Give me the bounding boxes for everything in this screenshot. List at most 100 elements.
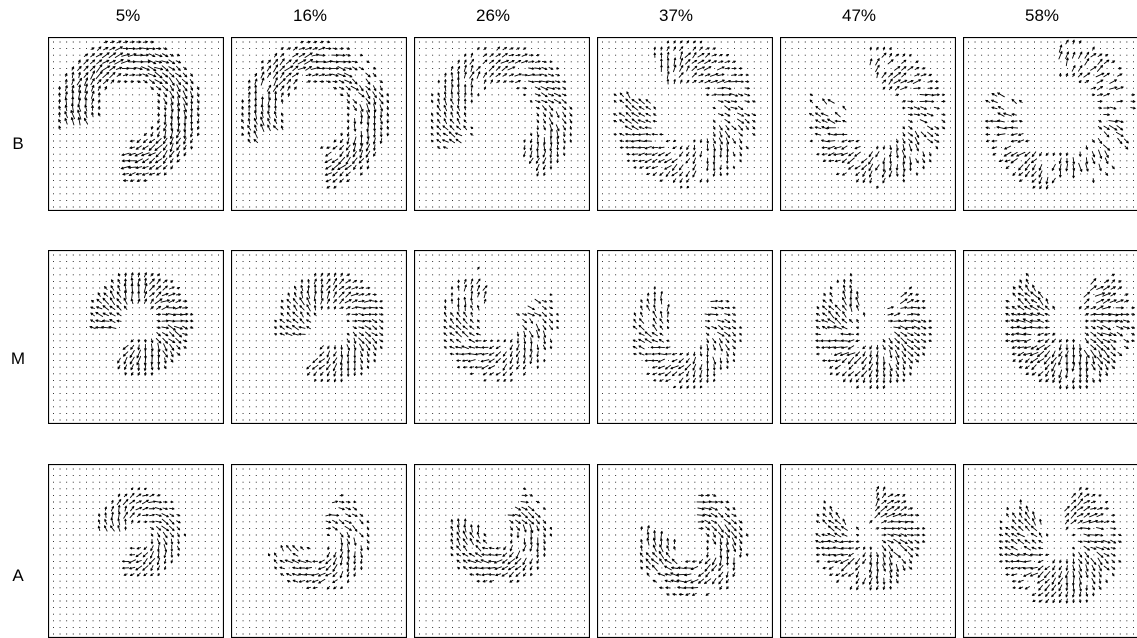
column-label-4: 37% <box>616 6 736 26</box>
vector-arrow <box>674 41 676 43</box>
vector-arrow <box>334 140 336 142</box>
vector-arrow <box>823 160 826 162</box>
vector-arrow <box>903 379 905 381</box>
panel-m-6 <box>963 250 1137 424</box>
vector-arrow <box>740 160 742 162</box>
panel-a-3 <box>414 464 590 638</box>
panel-b-6 <box>963 37 1137 211</box>
vector-arrow <box>478 320 480 322</box>
vector-arrow <box>341 587 343 589</box>
vector-arrow <box>733 508 735 510</box>
vector-arrow <box>144 488 146 490</box>
vector-arrow <box>544 359 546 361</box>
panel-a-4 <box>597 464 773 638</box>
vector-arrow <box>537 366 539 368</box>
vector-arrow <box>1079 81 1081 83</box>
vector-arrow <box>830 373 832 375</box>
vector-arrow <box>929 160 931 162</box>
panel-frame <box>598 251 773 424</box>
panel-frame <box>598 38 773 211</box>
vector-arrow <box>550 61 552 63</box>
column-label-5: 47% <box>799 6 919 26</box>
vector-arrow <box>1119 534 1122 536</box>
panel-frame <box>232 38 407 211</box>
panel-a-5 <box>780 464 956 638</box>
panel-frame <box>781 251 956 424</box>
panel-b-4 <box>597 37 773 211</box>
vector-arrow <box>1033 186 1035 188</box>
panel-frame <box>598 465 773 638</box>
vector-arrow <box>471 127 473 129</box>
panel-frame <box>964 38 1137 211</box>
vector-arrow <box>444 347 446 349</box>
vector-arrow <box>903 107 905 109</box>
vector-arrow <box>641 567 643 569</box>
vector-arrow <box>557 320 559 322</box>
column-label-2: 16% <box>250 6 370 26</box>
panel-frame <box>49 465 224 638</box>
panel-frame <box>781 38 956 211</box>
vector-arrow <box>131 372 133 375</box>
vector-arrow <box>530 495 533 497</box>
panel-b-3 <box>414 37 590 211</box>
panel-frame <box>49 251 224 424</box>
vector-arrow <box>993 153 996 155</box>
vector-arrow <box>158 274 160 276</box>
vector-arrow <box>557 314 559 316</box>
vector-arrow <box>543 508 545 510</box>
vector-arrow <box>1079 41 1081 43</box>
panel-b-2 <box>231 37 407 211</box>
vector-arrow <box>910 54 912 56</box>
vector-arrow <box>458 567 460 569</box>
column-label-3: 26% <box>433 6 553 26</box>
vector-arrow <box>1073 547 1075 549</box>
vector-arrow <box>1033 600 1035 602</box>
vector-arrow <box>92 300 94 302</box>
vector-arrow <box>557 68 559 70</box>
panel-frame <box>49 38 224 211</box>
vector-arrow <box>810 94 812 96</box>
vector-arrow <box>557 327 559 329</box>
vector-arrow <box>687 186 689 188</box>
vector-arrow <box>504 340 506 342</box>
vector-arrow <box>634 167 636 169</box>
panel-frame <box>781 465 956 638</box>
vector-arrow <box>517 580 519 582</box>
vector-arrow <box>700 386 702 388</box>
vector-arrow <box>929 320 931 322</box>
vector-arrow <box>740 340 742 342</box>
vector-arrow <box>674 140 676 142</box>
vector-arrow <box>511 379 513 381</box>
vector-arrow <box>903 127 905 129</box>
vector-arrow <box>131 488 133 490</box>
vector-arrow <box>733 360 735 362</box>
vector-arrow <box>1119 561 1121 563</box>
vector-arrow <box>164 366 166 369</box>
vector-arrow <box>674 386 676 388</box>
vector-arrow <box>340 94 343 96</box>
row-label-a: A <box>8 566 28 586</box>
vector-arrow <box>347 333 349 335</box>
row-label-b: B <box>8 134 28 154</box>
panel-m-4 <box>597 250 773 424</box>
panel-m-2 <box>231 250 407 424</box>
vector-arrow <box>530 101 532 103</box>
column-label-6: 58% <box>982 6 1102 26</box>
vector-arrow <box>478 94 480 96</box>
panel-m-5 <box>780 250 956 424</box>
panel-frame <box>415 38 590 211</box>
panel-a-2 <box>231 464 407 638</box>
vector-arrow <box>1000 521 1002 523</box>
vector-arrow <box>1105 54 1107 56</box>
panel-a-1 <box>48 464 224 638</box>
vector-arrow <box>700 41 702 43</box>
panel-frame <box>232 251 407 424</box>
vector-arrow <box>824 293 826 295</box>
panel-b-5 <box>780 37 956 211</box>
vector-arrow <box>524 94 526 96</box>
vector-arrow <box>726 55 728 57</box>
vector-arrow <box>281 120 283 123</box>
vector-arrow <box>1019 180 1022 182</box>
panel-frame <box>964 251 1137 424</box>
